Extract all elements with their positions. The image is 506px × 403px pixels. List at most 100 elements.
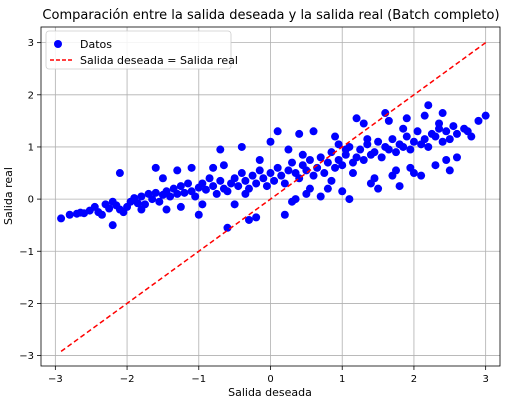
data-point <box>370 174 379 183</box>
data-point <box>205 174 214 183</box>
data-point <box>392 166 401 175</box>
y-axis-ticks: −3 −2 −1 0 1 2 3 <box>19 38 41 362</box>
data-point <box>277 171 286 180</box>
data-point <box>266 137 275 146</box>
legend: Datos Salida deseada = Salida real <box>45 30 238 70</box>
data-point <box>445 135 454 144</box>
data-point <box>148 195 157 204</box>
data-point <box>309 171 318 180</box>
data-point <box>438 109 447 118</box>
data-point <box>223 187 232 196</box>
data-point <box>424 142 433 151</box>
data-point <box>409 137 418 146</box>
data-point <box>65 210 74 219</box>
y-tick-label: 2 <box>28 90 34 101</box>
data-point <box>237 169 246 178</box>
data-point <box>374 184 383 193</box>
x-axis-label: Salida deseada <box>228 386 312 399</box>
data-point <box>305 184 314 193</box>
data-point <box>151 188 160 197</box>
data-point <box>413 127 422 136</box>
data-point <box>331 132 340 141</box>
data-point <box>348 169 357 178</box>
data-point <box>449 122 458 131</box>
data-point <box>417 171 426 180</box>
data-point <box>341 145 350 154</box>
data-point <box>338 161 347 170</box>
data-point <box>331 163 340 172</box>
data-point <box>252 213 261 222</box>
y-tick-label: 1 <box>28 142 34 153</box>
data-point <box>280 210 289 219</box>
data-point <box>273 127 282 136</box>
data-point <box>420 111 429 120</box>
data-point <box>115 169 124 178</box>
data-point <box>158 174 167 183</box>
data-point <box>327 176 336 185</box>
data-point <box>133 199 142 208</box>
data-point <box>402 114 411 123</box>
data-point <box>162 205 171 214</box>
data-point <box>399 124 408 133</box>
data-point <box>424 101 433 110</box>
data-point <box>374 137 383 146</box>
y-tick-label: −2 <box>19 299 34 310</box>
data-point <box>392 148 401 157</box>
data-point <box>176 202 185 211</box>
data-point <box>323 184 332 193</box>
data-point <box>270 176 279 185</box>
data-point <box>384 116 393 125</box>
data-point <box>323 158 332 167</box>
data-point <box>284 166 293 175</box>
data-point <box>352 153 361 162</box>
data-point <box>216 145 225 154</box>
data-point <box>105 204 114 213</box>
data-point <box>359 119 368 128</box>
data-point <box>305 155 314 164</box>
data-point <box>262 182 271 191</box>
data-point <box>259 174 268 183</box>
data-point <box>57 214 66 223</box>
data-point <box>406 145 415 154</box>
data-point <box>345 195 354 204</box>
data-point <box>209 182 218 191</box>
data-point <box>295 129 304 138</box>
y-tick-label: −3 <box>19 351 34 362</box>
data-point <box>230 200 239 209</box>
data-point <box>395 182 404 191</box>
data-point <box>255 155 264 164</box>
data-point <box>431 161 440 170</box>
data-point <box>363 135 372 144</box>
data-point <box>309 127 318 136</box>
data-point <box>420 135 429 144</box>
data-point <box>184 179 193 188</box>
data-point <box>137 192 146 201</box>
data-point <box>108 221 117 230</box>
data-point <box>452 153 461 162</box>
data-point <box>377 153 386 162</box>
data-point <box>219 161 228 170</box>
data-point <box>173 189 182 198</box>
data-point <box>316 153 325 162</box>
data-point <box>438 137 447 146</box>
data-point <box>474 116 483 125</box>
data-point <box>288 158 297 167</box>
data-point <box>481 111 490 120</box>
data-point <box>212 189 221 198</box>
data-point <box>151 163 160 172</box>
data-point <box>194 210 203 219</box>
data-point <box>284 145 293 154</box>
data-point <box>384 145 393 154</box>
data-point <box>445 166 454 175</box>
y-tick-label: 0 <box>28 195 34 206</box>
data-point <box>370 148 379 157</box>
data-point <box>248 171 257 180</box>
x-tick-label: 0 <box>267 374 273 385</box>
data-point <box>191 192 200 201</box>
data-point <box>352 114 361 123</box>
data-point <box>255 166 264 175</box>
data-point <box>230 174 239 183</box>
data-point <box>241 176 250 185</box>
data-point <box>198 200 207 209</box>
data-point <box>431 132 440 141</box>
